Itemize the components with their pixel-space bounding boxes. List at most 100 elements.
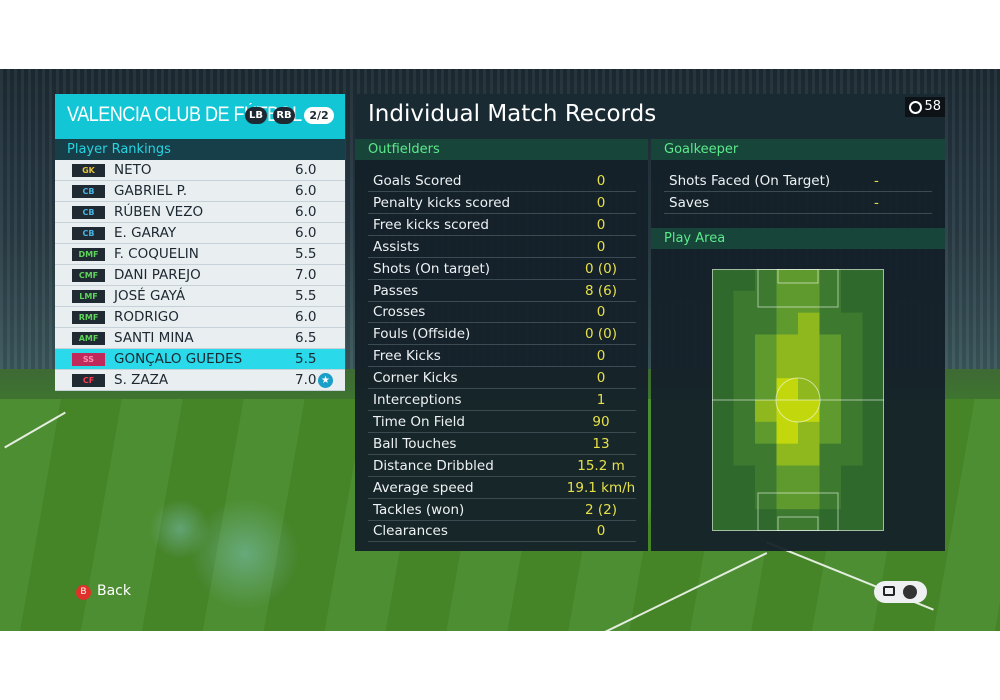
- player-name: RODRIGO: [114, 309, 179, 325]
- position-badge: AMF: [72, 332, 105, 345]
- stat-row: Average speed 19.1 km/h: [368, 477, 636, 499]
- heatmap-cell: [712, 290, 734, 314]
- heatmap-cell: [819, 356, 842, 379]
- player-row[interactable]: DMF F. COQUELIN 5.5: [55, 244, 345, 265]
- stat-value: 0: [596, 370, 606, 387]
- chat-button[interactable]: [874, 581, 927, 603]
- stat-row: Assists 0: [368, 236, 636, 258]
- lens-flare: [190, 499, 300, 609]
- heatmap-cell: [862, 312, 884, 335]
- stat-label: Crosses: [373, 304, 426, 321]
- stat-label: Free kicks scored: [373, 216, 489, 233]
- heatmap-cell: [798, 356, 820, 379]
- player-rating: 6.0: [295, 204, 317, 220]
- player-name: RÚBEN VEZO: [114, 204, 204, 220]
- b-button-icon[interactable]: B: [76, 585, 91, 600]
- back-button[interactable]: Back: [97, 583, 131, 599]
- player-rating: 5.5: [295, 288, 317, 304]
- heatmap-cell: [776, 509, 799, 531]
- stat-row: Ball Touches 13: [368, 433, 636, 455]
- heatmap-cell: [798, 443, 820, 466]
- stat-value: 2 (2): [584, 501, 617, 518]
- heatmap-cell: [841, 400, 863, 423]
- stat-row: Fouls (Offside) 0 (0): [368, 323, 636, 346]
- title-bar: Individual Match Records: [355, 94, 945, 139]
- heatmap-cell: [733, 487, 756, 510]
- heatmap-cell: [841, 356, 863, 379]
- heatmap-cell: [841, 269, 863, 292]
- stat-label: Time On Field: [373, 413, 465, 430]
- heatmap-cell: [819, 269, 842, 292]
- heatmap-cell: [798, 269, 820, 292]
- stat-value: 13: [592, 435, 610, 452]
- outfielders-panel: Outfielders Goals Scored 0 Penalty kicks s…: [355, 139, 648, 551]
- player-name: JOSÉ GAYÁ: [114, 288, 186, 304]
- heatmap-cell: [798, 421, 820, 445]
- position-badge: GK: [72, 164, 105, 177]
- stat-value: 90: [592, 413, 610, 430]
- player-row[interactable]: GK NETO 6.0: [55, 160, 345, 181]
- heatmap-cell: [712, 443, 734, 466]
- heatmap-cell: [733, 509, 756, 531]
- heatmap-cell: [841, 334, 863, 357]
- player-rating: 6.5: [295, 330, 317, 346]
- stat-label: Free Kicks: [373, 348, 441, 365]
- stat-row: Tackles (won) 2 (2): [368, 499, 636, 521]
- heatmap-cell: [755, 290, 777, 314]
- heatmap-cell: [862, 443, 884, 466]
- heatmap-cell: [841, 509, 863, 531]
- heatmap-cell: [712, 269, 734, 292]
- heatmap-cell: [798, 465, 820, 488]
- player-row[interactable]: CMF DANI PAREJO 7.0: [55, 265, 345, 286]
- heatmap-cell: [819, 400, 842, 423]
- stat-row: Crosses 0: [368, 301, 636, 324]
- timer: 58: [905, 97, 945, 117]
- stat-value: 0: [596, 523, 606, 540]
- player-row[interactable]: CB RÚBEN VEZO 6.0: [55, 202, 345, 223]
- player-name: SANTI MINA: [114, 330, 194, 346]
- heatmap-cell: [819, 509, 842, 531]
- heatmap-cell: [733, 443, 756, 466]
- player-rating: 6.0: [295, 162, 317, 178]
- heatmap-cell: [712, 378, 734, 401]
- player-name: E. GARAY: [114, 225, 177, 241]
- stat-row: Time On Field 90: [368, 411, 636, 433]
- stat-row: Passes 8 (6): [368, 280, 636, 302]
- pitch-marking: [757, 492, 839, 531]
- player-row[interactable]: CB GABRIEL P. 6.0: [55, 181, 345, 202]
- player-name: F. COQUELIN: [114, 246, 199, 262]
- heatmap-cell: [733, 334, 756, 357]
- heatmap-cell: [798, 312, 820, 335]
- position-badge: CB: [72, 185, 105, 198]
- stat-label: Average speed: [373, 479, 474, 496]
- stat-value: 0 (0): [584, 326, 617, 343]
- heatmap-cell: [776, 290, 799, 314]
- stat-value: 0: [596, 348, 606, 365]
- position-badge: CB: [72, 227, 105, 240]
- rb-button-icon[interactable]: RB: [273, 107, 295, 124]
- heatmap-cell: [819, 443, 842, 466]
- stat-label: Clearances: [373, 523, 448, 540]
- player-row[interactable]: CB E. GARAY 6.0: [55, 223, 345, 244]
- heatmap-cell: [841, 465, 863, 488]
- player-row[interactable]: CF S. ZAZA 7.0 ★: [55, 370, 345, 391]
- heatmap-cell: [798, 334, 820, 357]
- player-row[interactable]: RMF RODRIGO 6.0: [55, 307, 345, 328]
- player-row[interactable]: SS GONÇALO GUEDES 5.5: [55, 349, 345, 370]
- stat-value: 0: [596, 216, 606, 233]
- stat-label: Interceptions: [373, 392, 462, 408]
- player-row[interactable]: AMF SANTI MINA 6.5: [55, 328, 345, 349]
- heatmap-cell: [776, 465, 799, 488]
- lb-button-icon[interactable]: LB: [245, 107, 267, 124]
- player-row[interactable]: LMF JOSÉ GAYÁ 5.5: [55, 286, 345, 307]
- pitch-marking: [777, 269, 819, 284]
- heatmap-cell: [712, 465, 734, 488]
- stat-row: Interceptions 1: [368, 389, 636, 411]
- position-badge: RMF: [72, 311, 105, 324]
- heatmap-cell: [798, 487, 820, 510]
- stat-label: Fouls (Offside): [373, 326, 471, 343]
- heatmap-cell: [819, 421, 842, 445]
- player-rankings-list: GK NETO 6.0 CB GABRIEL P. 6.0 CB RÚBEN VEZO 6.0 C…: [55, 160, 345, 391]
- heatmap-cell: [712, 487, 734, 510]
- heatmap-cell: [841, 378, 863, 401]
